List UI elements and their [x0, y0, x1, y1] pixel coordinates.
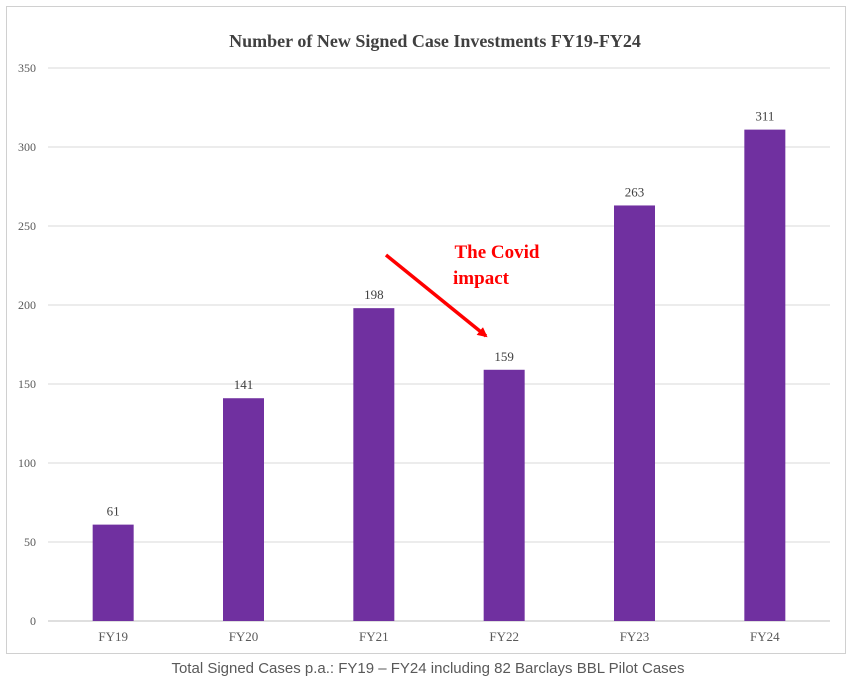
chart-title: Number of New Signed Case Investments FY… [229, 31, 641, 51]
x-tick-label-fy19: FY19 [98, 629, 128, 644]
data-label-fy24: 311 [755, 109, 774, 124]
x-tick-label-fy22: FY22 [489, 629, 519, 644]
y-tick-label: 0 [30, 614, 36, 628]
data-label-fy20: 141 [234, 377, 254, 392]
y-tick-label: 150 [18, 377, 36, 391]
y-axis-ticks: 0 50 100 150 200 250 300 350 [18, 61, 36, 628]
grid-lines [48, 67, 830, 622]
annotation-text-line-1: The Covid [455, 242, 540, 263]
data-labels: 61 141 198 159 263 311 [107, 109, 775, 519]
chart-caption: Total Signed Cases p.a.: FY19 – FY24 inc… [171, 660, 685, 677]
data-label-fy21: 198 [364, 287, 384, 302]
y-tick-label: 100 [18, 456, 36, 470]
x-tick-label-fy23: FY23 [620, 629, 650, 644]
x-tick-label-fy21: FY21 [359, 629, 389, 644]
data-label-fy19: 61 [107, 504, 120, 519]
chart-frame [6, 6, 846, 654]
bar-fy24 [744, 129, 786, 621]
annotation-arrow [384, 253, 488, 338]
bar-fy20 [223, 398, 264, 621]
bar-fy21 [353, 308, 395, 621]
x-axis-ticks: FY19 FY20 FY21 FY22 FY23 FY24 [98, 629, 780, 644]
y-tick-label: 350 [18, 61, 36, 75]
annotation-text-line-2: impact [453, 268, 510, 289]
bar-chart: Number of New Signed Case Investments FY… [18, 31, 830, 644]
bar-fy22 [483, 369, 525, 621]
data-label-fy23: 263 [625, 184, 645, 199]
y-tick-label: 250 [18, 219, 36, 233]
data-label-fy22: 159 [494, 349, 514, 364]
bar-fy23 [614, 205, 655, 621]
bars [92, 129, 786, 621]
covid-annotation: The Covid impact [384, 242, 540, 338]
y-tick-label: 300 [18, 140, 36, 154]
x-tick-label-fy20: FY20 [229, 629, 259, 644]
bar-fy19 [92, 524, 134, 621]
x-tick-label-fy24: FY24 [750, 629, 780, 644]
y-tick-label: 200 [18, 298, 36, 312]
y-tick-label: 50 [24, 535, 36, 549]
